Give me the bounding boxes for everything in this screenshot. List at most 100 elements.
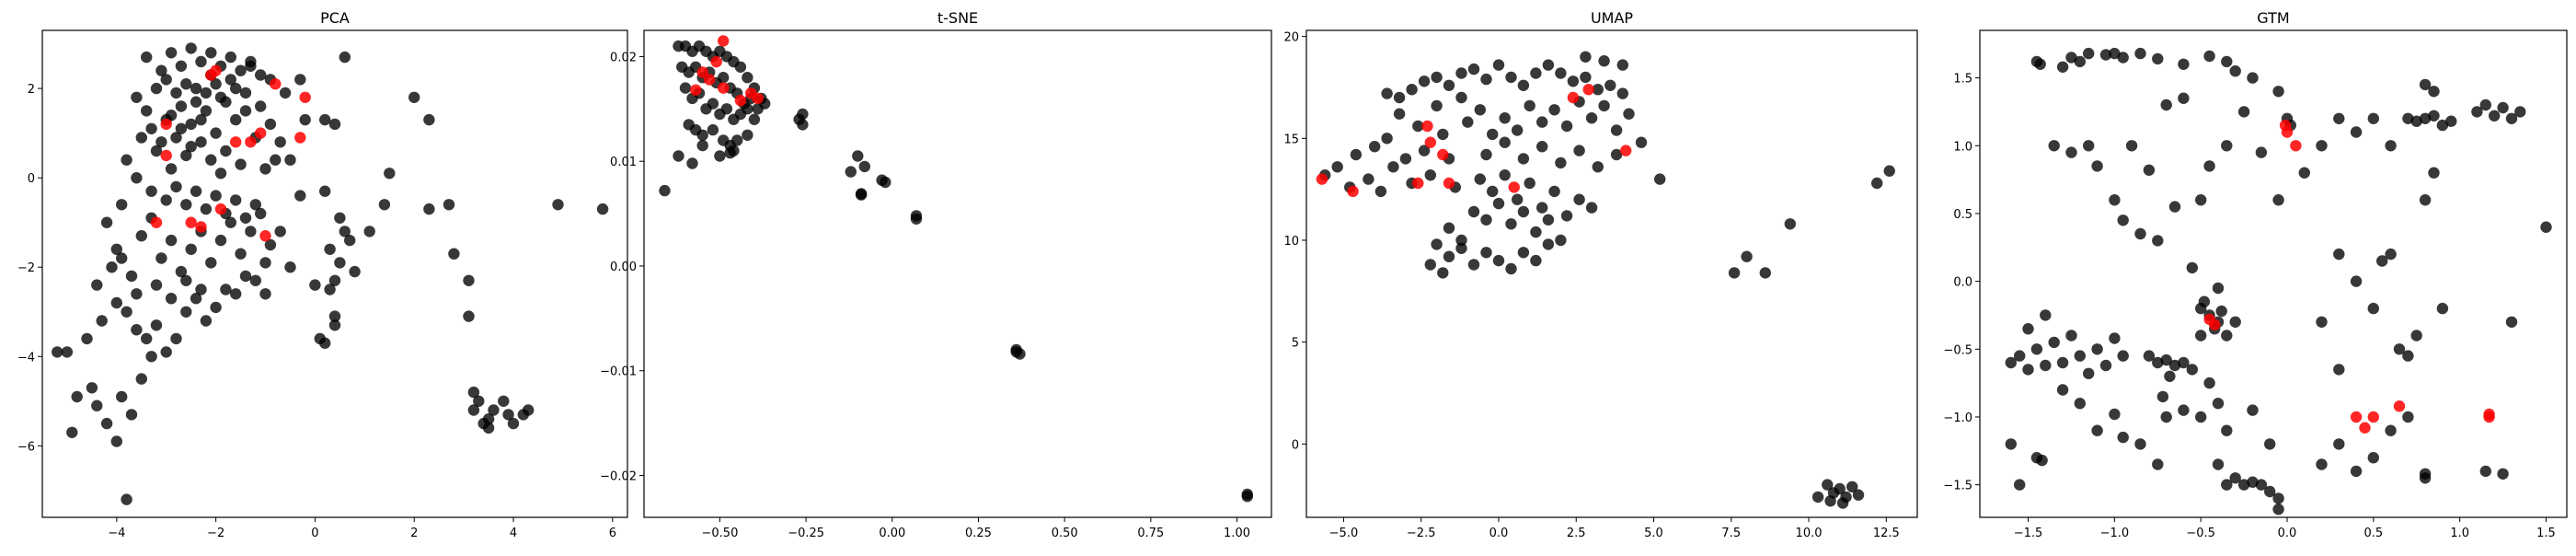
data-point: [2212, 458, 2225, 470]
data-point: [249, 274, 261, 286]
highlighted-data-point: [718, 82, 730, 94]
data-point: [81, 332, 93, 345]
data-point: [180, 306, 192, 318]
data-point: [155, 136, 167, 148]
data-point: [852, 150, 864, 162]
highlighted-data-point: [1316, 173, 1328, 185]
data-point: [170, 87, 182, 99]
axes-frame: [643, 29, 1272, 518]
data-point: [720, 103, 733, 115]
data-point: [2221, 479, 2233, 491]
data-point: [175, 100, 188, 112]
data-point: [1480, 247, 1492, 259]
data-point: [349, 265, 361, 278]
data-point: [2203, 50, 2215, 63]
data-point: [1616, 87, 1629, 99]
data-point: [1462, 116, 1474, 128]
data-point: [707, 123, 719, 136]
data-point: [170, 332, 182, 345]
data-point: [1834, 482, 1846, 495]
data-point: [742, 103, 753, 115]
highlighted-data-point: [704, 74, 716, 86]
x-tick-label: −1.5: [2014, 527, 2043, 540]
data-point: [116, 252, 128, 264]
highlighted-data-point: [1347, 185, 1359, 198]
data-point: [1393, 108, 1406, 120]
data-point: [2350, 126, 2363, 138]
x-tick-label: −0.25: [788, 527, 824, 540]
x-tick-label: 5.0: [1644, 527, 1663, 540]
data-point: [1530, 67, 1542, 79]
data-point: [1598, 54, 1610, 67]
x-tick-label: 0: [311, 527, 318, 540]
data-point: [2367, 112, 2379, 124]
data-point: [467, 386, 480, 399]
x-tick-label: 6: [609, 527, 616, 540]
data-point: [205, 154, 217, 166]
data-point: [707, 98, 719, 110]
data-point: [2264, 485, 2276, 498]
highlighted-data-point: [710, 55, 722, 68]
data-point: [110, 243, 122, 255]
data-point: [131, 91, 143, 104]
data-point: [324, 284, 336, 295]
data-point: [880, 176, 891, 189]
data-point: [1492, 197, 1505, 210]
data-point: [2005, 438, 2017, 450]
data-point: [2083, 367, 2095, 379]
data-point: [2134, 227, 2146, 240]
data-point: [2109, 408, 2121, 421]
data-point: [2436, 119, 2449, 132]
data-point: [1443, 79, 1455, 92]
data-point: [121, 493, 132, 505]
highlighted-data-point: [752, 92, 764, 105]
highlighted-data-point: [2350, 411, 2363, 423]
data-point: [1610, 148, 1623, 161]
highlighted-data-point: [299, 91, 311, 104]
data-point: [1369, 141, 1381, 153]
x-tick-label: −4: [108, 527, 125, 540]
data-point: [2333, 112, 2345, 124]
data-point: [2221, 424, 2233, 436]
data-point: [328, 274, 341, 286]
data-point: [1399, 153, 1412, 165]
data-point: [378, 199, 391, 211]
data-point: [2505, 112, 2518, 124]
data-point: [2065, 146, 2077, 158]
data-point: [2117, 214, 2129, 226]
data-point: [1616, 59, 1629, 71]
data-point: [2419, 78, 2432, 91]
data-point: [1585, 112, 1598, 124]
data-point: [1784, 218, 1797, 230]
data-point: [220, 96, 232, 108]
highlighted-data-point: [214, 203, 227, 215]
data-point: [793, 113, 805, 125]
data-point: [259, 288, 271, 300]
highlighted-data-point: [696, 66, 708, 78]
data-point: [696, 139, 708, 152]
data-point: [2074, 398, 2086, 410]
data-point: [210, 78, 222, 90]
data-point: [1418, 145, 1431, 156]
data-point: [1883, 165, 1895, 177]
data-point: [185, 42, 197, 54]
data-point: [2255, 146, 2268, 158]
data-point: [150, 319, 163, 331]
data-point: [1474, 173, 1487, 185]
data-point: [482, 422, 495, 434]
highlighted-data-point: [255, 127, 267, 139]
data-point: [141, 105, 153, 117]
data-point: [145, 122, 157, 134]
data-point: [2410, 330, 2422, 342]
data-point: [214, 234, 227, 247]
highlighted-data-point: [259, 230, 271, 242]
y-tick-label: −4: [17, 351, 35, 365]
data-point: [205, 257, 217, 269]
highlighted-data-point: [2209, 319, 2221, 330]
data-point: [210, 190, 222, 202]
data-point: [2099, 359, 2112, 372]
data-point: [245, 55, 257, 68]
data-point: [2160, 411, 2172, 423]
data-point: [2514, 106, 2526, 118]
